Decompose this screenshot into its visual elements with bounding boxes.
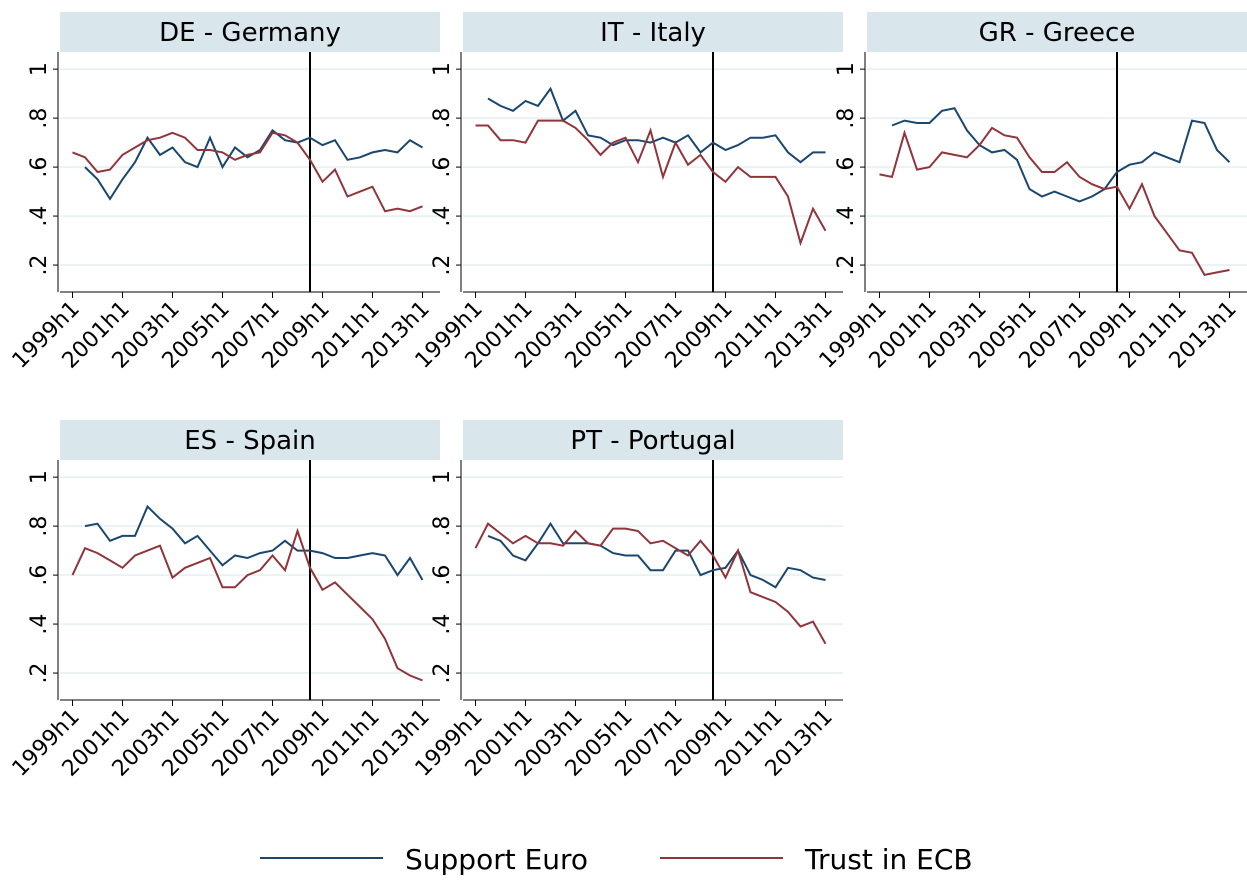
y-tick-label: 1 bbox=[27, 470, 52, 484]
panel-header bbox=[867, 12, 1247, 52]
y-tick-label: .2 bbox=[430, 255, 455, 276]
y-tick-label: 1 bbox=[834, 62, 859, 76]
series-line bbox=[487, 86, 826, 164]
series-line bbox=[71, 527, 423, 682]
series-line bbox=[474, 522, 827, 645]
y-tick-label: .6 bbox=[834, 157, 859, 178]
y-tick-label: .6 bbox=[430, 565, 455, 586]
series-line bbox=[84, 128, 424, 201]
y-tick-label: .2 bbox=[834, 255, 859, 276]
y-tick-label: .4 bbox=[430, 206, 455, 227]
panel-title: ES - Spain bbox=[184, 426, 316, 456]
panel-header bbox=[60, 12, 440, 52]
y-tick-label: 1 bbox=[430, 62, 455, 76]
series-line bbox=[891, 107, 1231, 203]
panel-title: IT - Italy bbox=[600, 18, 706, 48]
y-tick-label: .8 bbox=[27, 516, 52, 537]
panel-header bbox=[463, 420, 843, 460]
series-line bbox=[879, 126, 1230, 277]
legend-label: Trust in ECB bbox=[804, 843, 973, 876]
y-tick-label: .4 bbox=[834, 206, 859, 227]
y-tick-label: .4 bbox=[27, 614, 52, 635]
panel-header bbox=[463, 12, 843, 52]
y-tick-label: .6 bbox=[430, 157, 455, 178]
series-line bbox=[487, 521, 826, 589]
series-line bbox=[84, 504, 424, 581]
panel-header bbox=[60, 420, 440, 460]
series-line bbox=[72, 131, 423, 213]
series-line bbox=[475, 119, 827, 247]
panel-title: DE - Germany bbox=[159, 18, 341, 48]
y-tick-label: .6 bbox=[27, 157, 52, 178]
y-tick-label: .8 bbox=[27, 108, 52, 129]
y-tick-label: .8 bbox=[834, 108, 859, 129]
y-tick-label: .6 bbox=[27, 565, 52, 586]
y-tick-label: .2 bbox=[27, 663, 52, 684]
y-tick-label: 1 bbox=[430, 470, 455, 484]
panel-title: PT - Portugal bbox=[570, 426, 735, 456]
legend-label: Support Euro bbox=[405, 843, 588, 876]
y-tick-label: .8 bbox=[430, 108, 455, 129]
y-tick-label: .2 bbox=[430, 663, 455, 684]
y-tick-label: .8 bbox=[430, 516, 455, 537]
y-tick-label: .4 bbox=[27, 206, 52, 227]
y-tick-label: .4 bbox=[430, 614, 455, 635]
y-tick-label: .2 bbox=[27, 255, 52, 276]
panel-title: GR - Greece bbox=[979, 18, 1136, 48]
y-tick-label: 1 bbox=[27, 62, 52, 76]
